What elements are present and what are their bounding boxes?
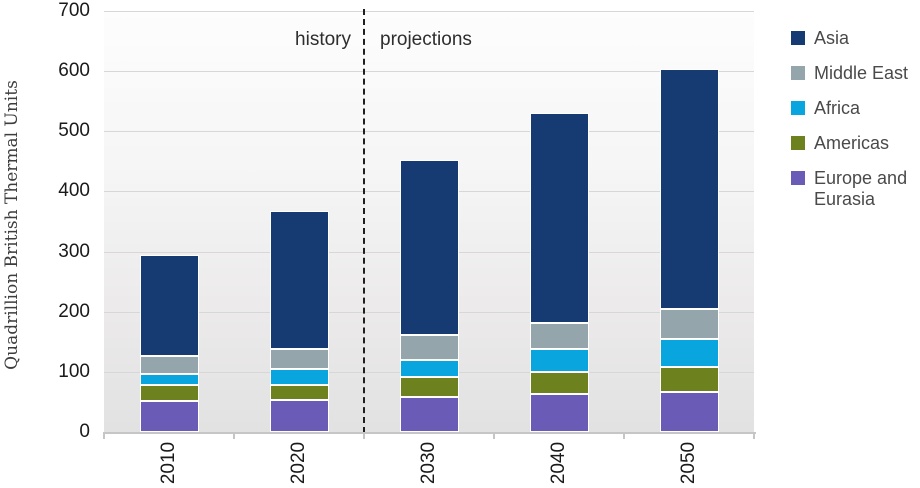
bar-2030 — [399, 11, 459, 432]
legend-item-americas: Americas — [791, 133, 919, 154]
bar-segment-2010-americas — [139, 385, 199, 401]
x-axis-tick — [753, 432, 755, 439]
legend-swatch-icon — [791, 101, 805, 115]
history-projections-divider-line — [363, 9, 365, 433]
legend-label: Africa — [814, 98, 861, 118]
bar-segment-2020-asia — [269, 210, 329, 350]
legend-item-asia: Asia — [791, 28, 919, 49]
bar-segment-2050-europe-and-eurasia — [659, 392, 719, 432]
x-tick-label-2030: 2030 — [418, 441, 439, 485]
legend-label: Europe and Eurasia — [814, 168, 908, 209]
bar-segment-2020-middle-east — [269, 349, 329, 370]
legend-swatch-icon — [791, 66, 805, 80]
legend-label: Americas — [814, 133, 890, 153]
x-axis-line — [103, 432, 756, 434]
y-tick-label-100: 100 — [58, 360, 90, 382]
bar-segment-2030-africa — [399, 359, 459, 378]
bar-2020 — [269, 11, 329, 432]
x-axis-tick — [623, 432, 625, 439]
bar-segment-2020-africa — [269, 369, 329, 385]
x-tick-label-2050: 2050 — [678, 441, 699, 485]
bar-segment-2030-americas — [399, 377, 459, 398]
y-tick-label-700: 700 — [58, 0, 90, 21]
legend-item-africa: Africa — [791, 98, 919, 119]
plot-area — [104, 11, 754, 432]
bar-segment-2010-europe-and-eurasia — [139, 400, 199, 432]
bar-segment-2050-africa — [659, 339, 719, 368]
y-tick-label-300: 300 — [58, 240, 90, 262]
bar-segment-2040-africa — [529, 349, 589, 372]
bar-2040 — [529, 11, 589, 432]
x-tick-label-2020: 2020 — [288, 441, 309, 485]
bar-segment-2030-europe-and-eurasia — [399, 397, 459, 432]
bar-segment-2040-americas — [529, 371, 589, 394]
bar-segment-2030-middle-east — [399, 334, 459, 360]
x-tick-label-2040: 2040 — [548, 441, 569, 485]
gridline-600 — [104, 71, 754, 73]
legend-label: Asia — [814, 28, 850, 48]
bar-segment-2020-americas — [269, 384, 329, 400]
legend-swatch-icon — [791, 171, 805, 185]
bar-segment-2050-middle-east — [659, 309, 719, 340]
x-axis-tick — [233, 432, 235, 439]
bar-2010 — [139, 11, 199, 432]
y-tick-label-500: 500 — [58, 120, 90, 142]
bar-segment-2010-middle-east — [139, 355, 199, 374]
y-tick-label-600: 600 — [58, 60, 90, 82]
bar-segment-2040-asia — [529, 113, 589, 323]
bar-2050 — [659, 11, 719, 432]
x-axis-tick — [103, 432, 105, 439]
y-tick-label-200: 200 — [58, 300, 90, 322]
x-axis-tick — [493, 432, 495, 439]
legend-item-europe-and-eurasia: Europe and Eurasia — [791, 168, 919, 210]
bar-segment-2020-europe-and-eurasia — [269, 399, 329, 432]
legend-swatch-icon — [791, 136, 805, 150]
projections-annotation: projections — [380, 29, 472, 50]
legend-swatch-icon — [791, 31, 805, 45]
gridline-500 — [104, 131, 754, 133]
bar-segment-2030-asia — [399, 159, 459, 335]
bar-segment-2040-europe-and-eurasia — [529, 393, 589, 432]
bar-segment-2050-asia — [659, 68, 719, 310]
legend-item-middle-east: Middle East — [791, 63, 919, 84]
y-tick-label-400: 400 — [58, 180, 90, 202]
history-annotation: history — [295, 29, 351, 50]
y-tick-label-0: 0 — [79, 421, 90, 442]
legend-label: Middle East — [814, 63, 909, 83]
x-axis-tick — [363, 432, 365, 439]
x-tick-label-2010: 2010 — [158, 441, 179, 485]
bar-segment-2010-asia — [139, 254, 199, 356]
bar-segment-2040-middle-east — [529, 322, 589, 350]
bar-segment-2050-americas — [659, 367, 719, 393]
legend: Asia Middle East Africa Americas Europe and … — [791, 28, 919, 224]
bar-segment-2010-africa — [139, 373, 199, 386]
y-axis-title: Quadrillion British Thermal Units — [2, 80, 22, 370]
gridline-700 — [104, 11, 754, 12]
